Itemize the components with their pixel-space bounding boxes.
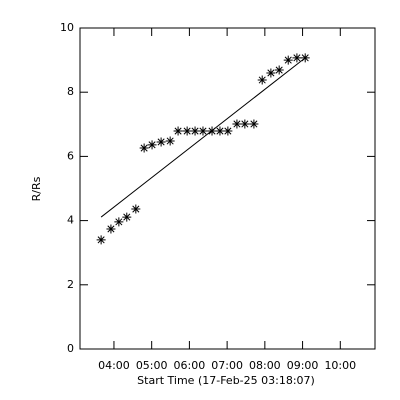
plot-frame (79, 27, 376, 350)
x-tick-label: 09:00 (287, 359, 319, 372)
y-tick-label: 0 (67, 342, 74, 355)
x-tick-label: 10:00 (324, 359, 356, 372)
data-point (165, 136, 175, 146)
x-tick-label: 07:00 (211, 359, 243, 372)
data-point (198, 126, 208, 136)
x-axis-label: Start Time (17-Feb-25 03:18:07) (137, 374, 315, 387)
data-point (223, 126, 233, 136)
y-tick-label: 6 (67, 149, 74, 162)
x-tick-label: 05:00 (136, 359, 168, 372)
data-point (215, 126, 225, 136)
x-tick-label: 08:00 (249, 359, 281, 372)
data-point (274, 65, 284, 75)
data-point (190, 126, 200, 136)
x-tick-label: 06:00 (174, 359, 206, 372)
data-point (249, 119, 259, 129)
data-point (232, 119, 242, 129)
y-axis-label: R/Rs (30, 176, 43, 201)
y-tick-label: 2 (67, 278, 74, 291)
y-tick-label: 8 (67, 85, 74, 98)
data-point (292, 53, 302, 63)
data-point (156, 137, 166, 147)
data-point (139, 143, 149, 153)
data-point (300, 53, 310, 63)
data-point (266, 68, 276, 78)
data-point (240, 119, 250, 129)
data-point (173, 126, 183, 136)
data-point (207, 126, 217, 136)
x-tick-label: 04:00 (98, 359, 130, 372)
y-tick-label: 10 (60, 21, 74, 34)
data-point (182, 126, 192, 136)
data-point (147, 140, 157, 150)
data-point (96, 235, 106, 245)
fit-line (100, 57, 306, 218)
data-point (114, 217, 124, 227)
data-point (283, 55, 293, 65)
data-point (106, 224, 116, 234)
data-point (257, 75, 267, 85)
y-tick-label: 4 (67, 214, 74, 227)
data-point (131, 204, 141, 214)
data-point (122, 212, 132, 222)
